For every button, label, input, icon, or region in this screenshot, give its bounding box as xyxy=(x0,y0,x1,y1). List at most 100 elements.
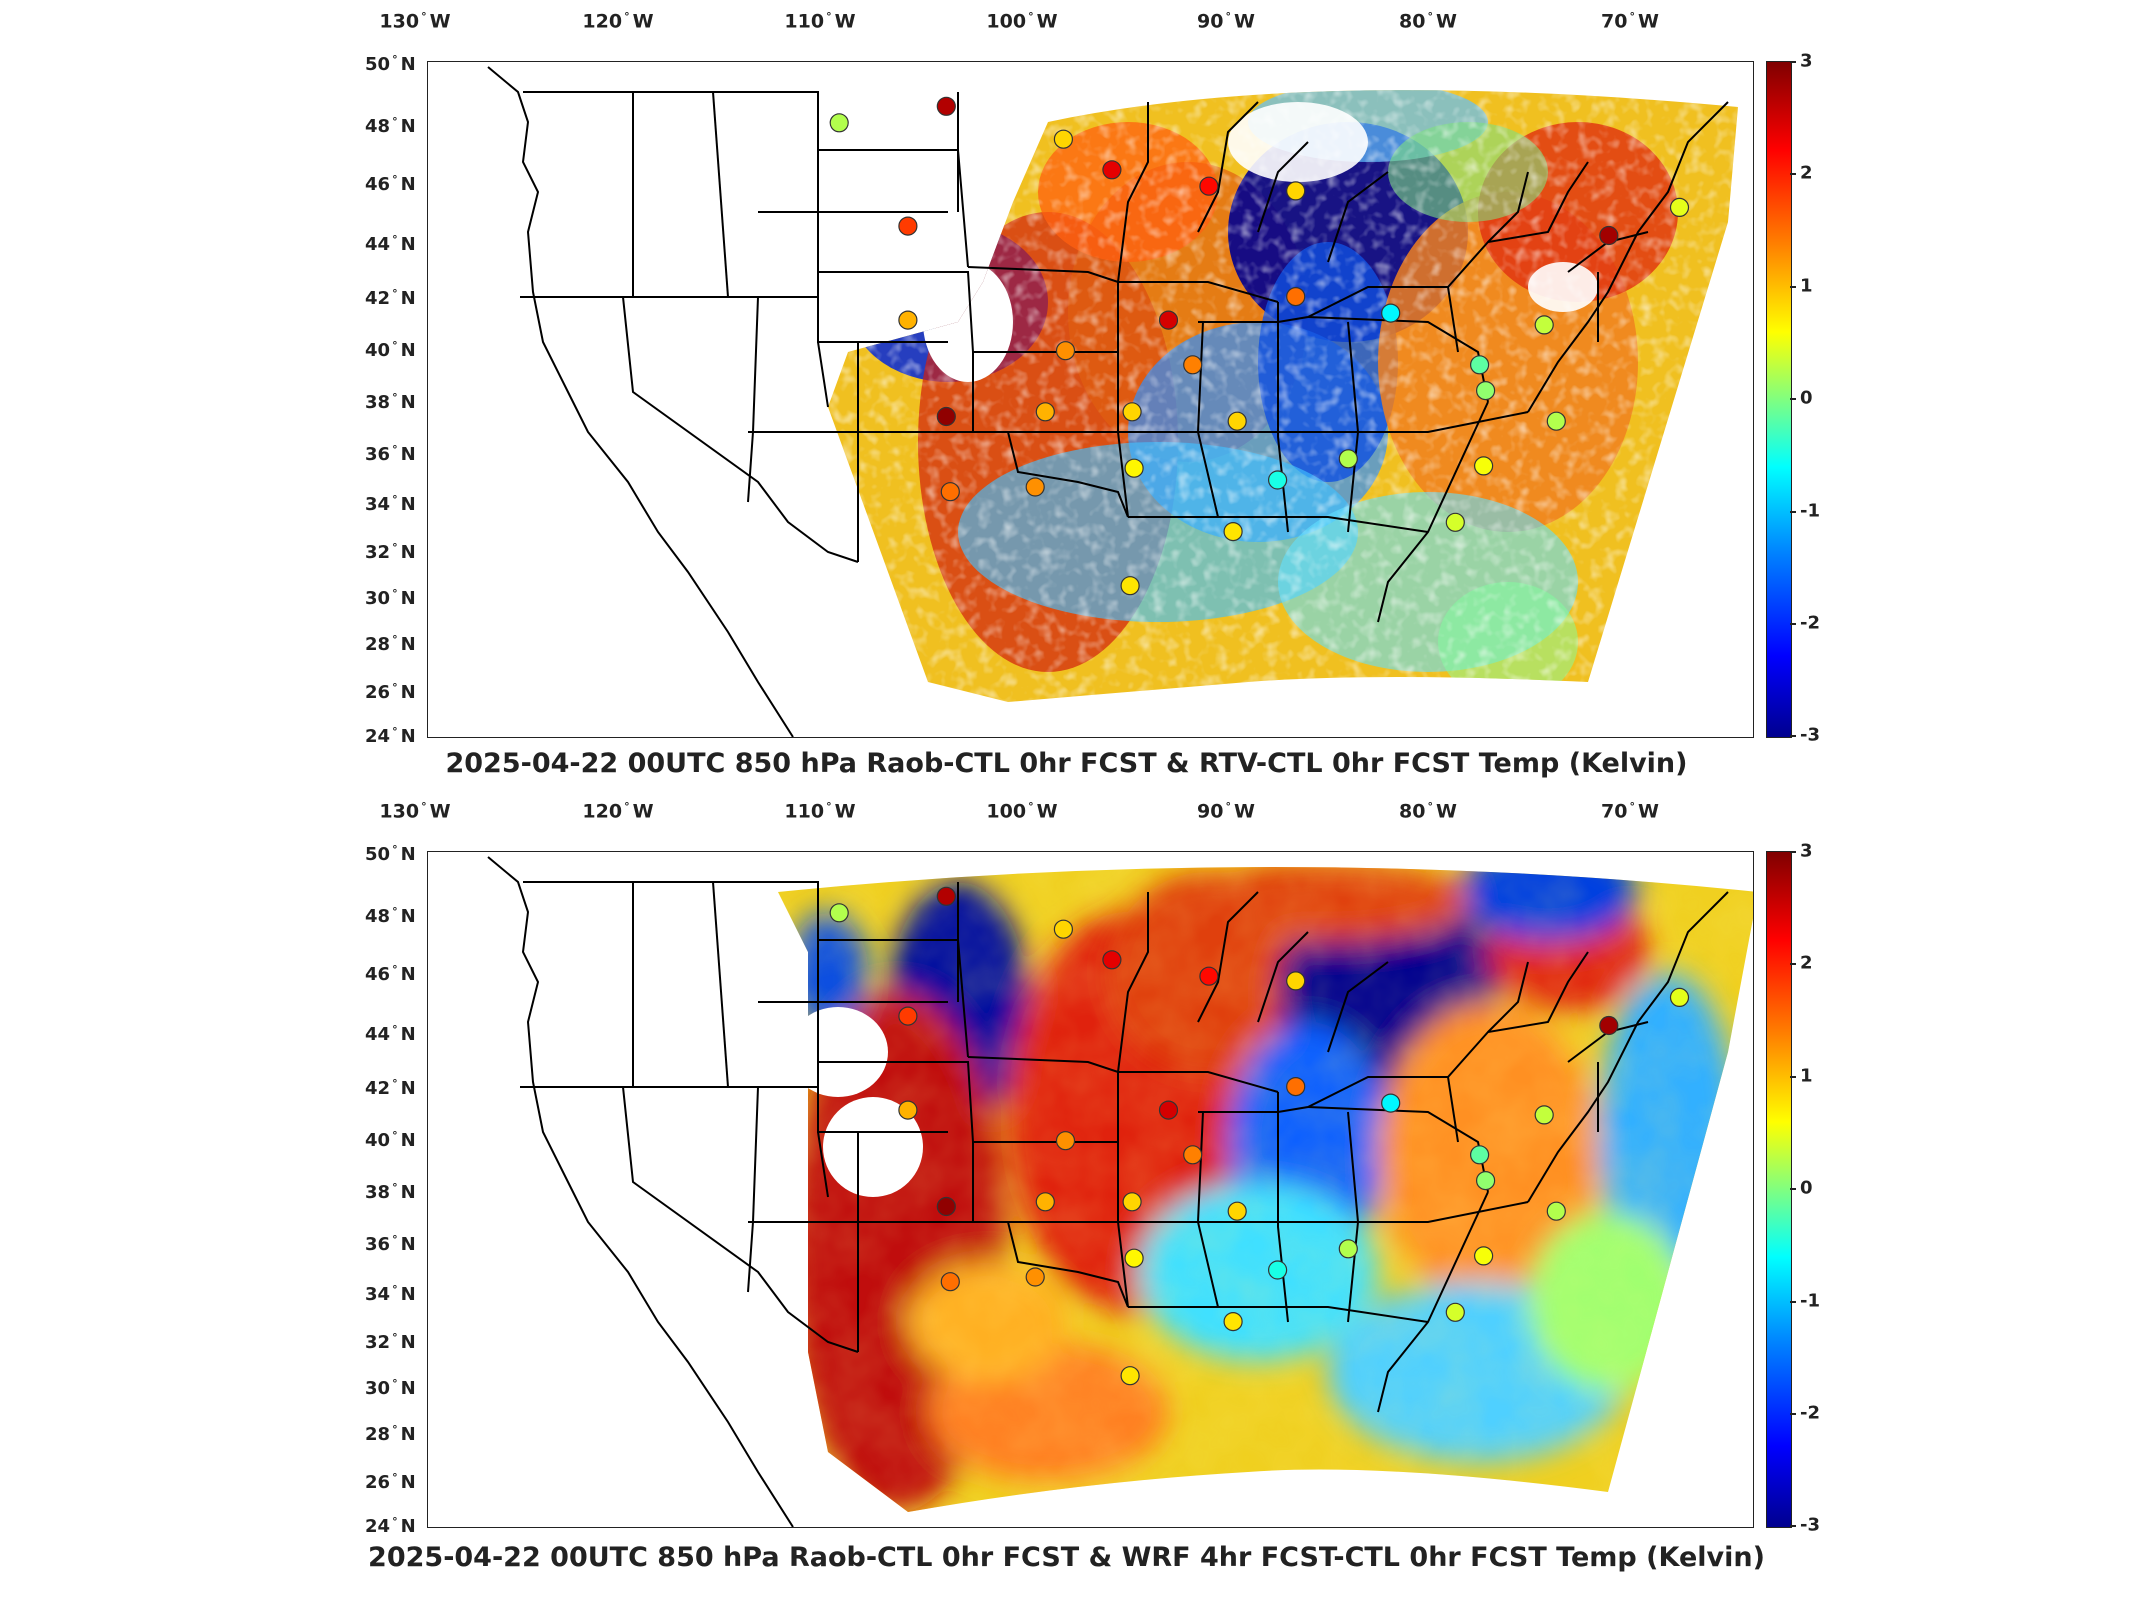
raob-station-marker xyxy=(1546,411,1566,431)
raob-station-marker xyxy=(1035,1192,1055,1212)
raob-station-marker xyxy=(1035,402,1055,422)
raob-station-marker xyxy=(1473,1246,1494,1266)
raob-station-marker xyxy=(1469,355,1490,375)
temperature-difference-field xyxy=(778,867,1753,1512)
raob-station-markers xyxy=(829,886,1690,1386)
map-svg xyxy=(487,856,1753,1527)
raob-station-marker xyxy=(898,1100,918,1120)
raob-station-marker xyxy=(1286,1077,1306,1097)
panel-title: 2025-04-22 00UTC 850 hPa Raob-CTL 0hr FC… xyxy=(368,1542,1765,1573)
map-plot-area xyxy=(427,61,1754,738)
temperature-difference-field xyxy=(828,90,1738,702)
raob-station-marker xyxy=(1473,456,1494,476)
colorbar-tick-neg1: -1 xyxy=(1800,1290,1820,1312)
lat-label-24: 24 ° N xyxy=(365,1515,416,1537)
lat-label-46: 46 ° N xyxy=(365,963,416,985)
raob-station-marker xyxy=(1286,181,1306,201)
raob-station-marker xyxy=(1267,470,1288,490)
lon-label-70: 70 ° W xyxy=(1601,10,1659,33)
colorbar-tick-2: 2 xyxy=(1800,162,1813,184)
raob-station-marker xyxy=(1025,477,1045,497)
bottom-panel: 130 ° W 120 ° W 110 ° W 100 ° W 90 ° W 80 ° W 70 ° W 5… xyxy=(0,790,2133,1600)
raob-station-marker xyxy=(1534,315,1554,335)
raob-station-marker xyxy=(1122,402,1142,422)
raob-station-marker xyxy=(1055,341,1076,361)
map-plot-area xyxy=(427,851,1754,1528)
raob-station-marker xyxy=(1055,1131,1076,1151)
raob-station-marker xyxy=(1599,1015,1619,1036)
lat-label-34: 34 ° N xyxy=(365,1283,416,1305)
colorbar-tick-2: 2 xyxy=(1800,952,1813,974)
lat-label-36: 36 ° N xyxy=(365,443,416,465)
raob-station-marker xyxy=(1338,1239,1358,1259)
raob-station-marker xyxy=(898,310,918,330)
raob-station-marker xyxy=(1445,512,1465,532)
raob-station-marker xyxy=(1053,129,1074,149)
raob-station-marker xyxy=(1158,1100,1179,1120)
raob-station-marker xyxy=(1475,1171,1496,1191)
lat-label-50: 50 ° N xyxy=(365,843,416,865)
raob-station-marker xyxy=(1223,1312,1243,1332)
raob-station-marker xyxy=(1124,458,1144,478)
lat-label-44: 44 ° N xyxy=(365,233,416,255)
raob-station-marker xyxy=(1338,449,1358,469)
lon-label-90: 90 ° W xyxy=(1197,800,1255,823)
colorbar-tick-0: 0 xyxy=(1800,1177,1813,1199)
raob-station-marker xyxy=(936,406,956,427)
raob-station-marker xyxy=(1102,950,1122,970)
lon-label-70: 70 ° W xyxy=(1601,800,1659,823)
raob-station-marker xyxy=(1669,197,1690,217)
lon-label-80: 80 ° W xyxy=(1399,800,1457,823)
raob-station-marker xyxy=(1158,310,1179,330)
colorbar-tick-neg3: -3 xyxy=(1800,1514,1820,1536)
raob-station-marker xyxy=(1475,381,1496,401)
lat-label-48: 48 ° N xyxy=(365,115,416,137)
lat-label-38: 38 ° N xyxy=(365,391,416,413)
lon-label-110: 110 ° W xyxy=(784,10,856,33)
lat-label-44: 44 ° N xyxy=(365,1023,416,1045)
raob-station-marker xyxy=(1120,576,1140,596)
raob-station-marker xyxy=(1183,1145,1203,1165)
raob-station-marker xyxy=(1381,303,1401,323)
colorbar-tick-0: 0 xyxy=(1800,387,1813,409)
lat-label-42: 42 ° N xyxy=(365,1077,416,1099)
lat-label-40: 40 ° N xyxy=(365,1129,416,1151)
raob-station-marker xyxy=(1381,1093,1401,1113)
colorbar-tick-3: 3 xyxy=(1800,840,1813,862)
colorbar-tick-1: 1 xyxy=(1800,1065,1813,1087)
colorbar-tick-1: 1 xyxy=(1800,275,1813,297)
lon-label-80: 80 ° W xyxy=(1399,10,1457,33)
state-boundaries xyxy=(487,66,1729,737)
raob-station-marker xyxy=(829,113,849,133)
lon-label-100: 100 ° W xyxy=(986,800,1058,823)
raob-station-marker xyxy=(1183,355,1203,375)
raob-station-marker xyxy=(936,1196,956,1217)
raob-station-marker xyxy=(1199,176,1219,196)
lat-label-36: 36 ° N xyxy=(365,1233,416,1255)
raob-station-marker xyxy=(898,216,918,236)
colorbar xyxy=(1766,61,1792,738)
lon-label-120: 120 ° W xyxy=(582,10,654,33)
raob-station-marker xyxy=(1223,522,1243,542)
raob-station-marker xyxy=(1227,1201,1247,1221)
raob-station-marker xyxy=(1053,919,1074,939)
raob-station-marker xyxy=(940,482,960,502)
lat-label-24: 24 ° N xyxy=(365,725,416,747)
raob-station-markers xyxy=(829,96,1690,596)
raob-station-marker xyxy=(1469,1145,1490,1165)
lat-label-42: 42 ° N xyxy=(365,287,416,309)
colorbar xyxy=(1766,851,1792,1528)
lat-label-28: 28 ° N xyxy=(365,1423,416,1445)
lat-label-28: 28 ° N xyxy=(365,633,416,655)
raob-station-marker xyxy=(829,903,849,923)
raob-station-marker xyxy=(1286,287,1306,307)
lat-label-40: 40 ° N xyxy=(365,339,416,361)
raob-station-marker xyxy=(1546,1201,1566,1221)
lat-label-26: 26 ° N xyxy=(365,1471,416,1493)
lat-label-46: 46 ° N xyxy=(365,173,416,195)
colorbar-tick-neg1: -1 xyxy=(1800,500,1820,522)
colorbar-tick-neg3: -3 xyxy=(1800,724,1820,746)
raob-station-marker xyxy=(1599,225,1619,246)
raob-station-marker xyxy=(1199,966,1219,986)
raob-station-marker xyxy=(1120,1366,1140,1386)
